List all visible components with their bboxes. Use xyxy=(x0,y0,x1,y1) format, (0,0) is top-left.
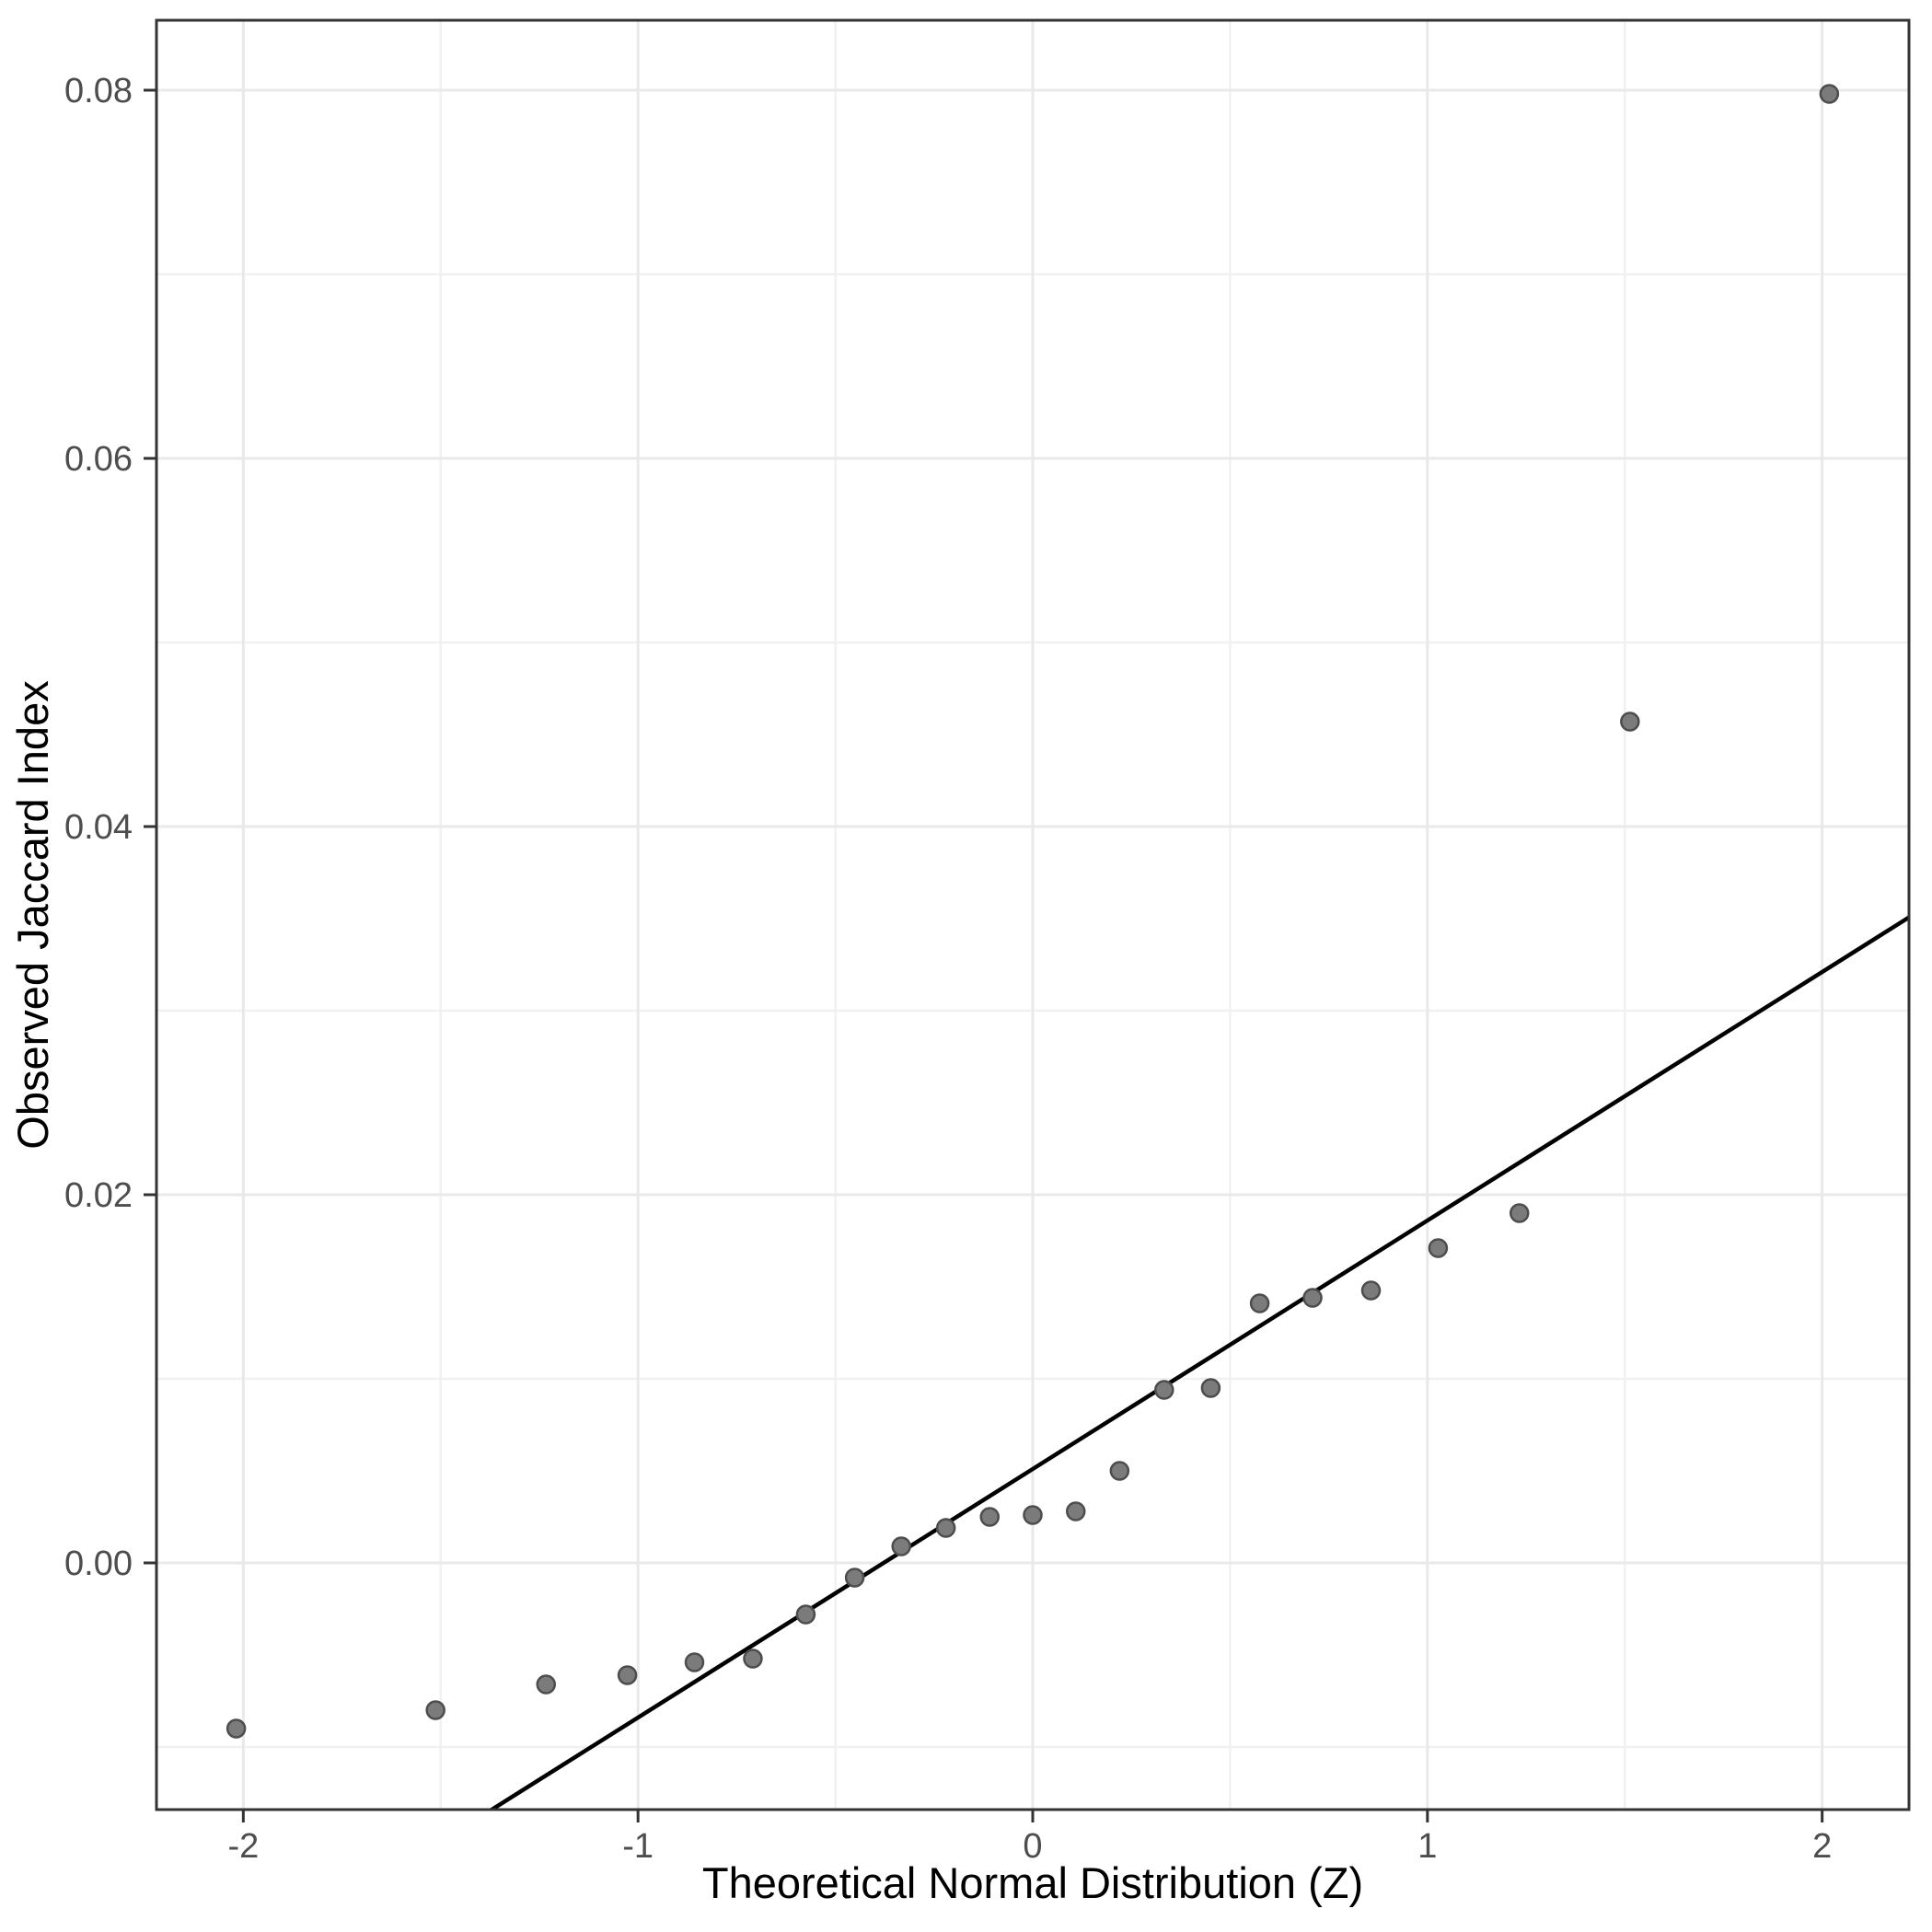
y-axis-tick-label: 0.02 xyxy=(64,1176,133,1215)
data-point xyxy=(1620,711,1640,732)
y-axis-tick-label: 0.00 xyxy=(64,1544,133,1583)
x-axis-tick-label: 0 xyxy=(1023,1827,1042,1866)
x-axis-tick-label: 1 xyxy=(1417,1827,1437,1866)
y-axis-tick-label: 0.08 xyxy=(64,72,133,110)
data-point xyxy=(226,1718,247,1739)
data-point xyxy=(684,1652,705,1672)
data-point xyxy=(1302,1288,1323,1308)
y-axis-tick-label: 0.04 xyxy=(64,808,133,847)
data-point xyxy=(979,1507,1001,1527)
data-point xyxy=(536,1674,557,1695)
data-points-layer xyxy=(226,84,1840,1739)
reference-line-layer xyxy=(488,915,1909,1810)
x-axis-tick-label: -1 xyxy=(622,1827,654,1866)
data-point xyxy=(1065,1501,1086,1521)
data-point xyxy=(617,1665,638,1685)
data-point xyxy=(1154,1380,1174,1400)
data-point xyxy=(425,1700,445,1720)
x-axis-title: Theoretical Normal Distribution (Z) xyxy=(702,1858,1363,1907)
axis-tick-labels: -2 -1 0 1 2 0.00 0.02 0.04 0.06 0.08 xyxy=(64,72,1832,1866)
data-point xyxy=(795,1604,816,1625)
data-point xyxy=(1200,1378,1221,1398)
data-point xyxy=(1428,1238,1449,1258)
data-point xyxy=(891,1536,911,1556)
data-point xyxy=(844,1568,865,1588)
data-point xyxy=(743,1649,763,1669)
qq-reference-line xyxy=(488,915,1909,1810)
data-point xyxy=(935,1518,956,1538)
data-point xyxy=(1360,1280,1382,1301)
x-axis-tick-label: 2 xyxy=(1812,1827,1832,1866)
grid-major xyxy=(156,20,1909,1810)
data-point xyxy=(1109,1461,1130,1481)
data-point xyxy=(1249,1293,1270,1313)
y-axis-title: Observed Jaccard Index xyxy=(8,680,57,1149)
data-point xyxy=(1509,1203,1530,1223)
axis-ticks xyxy=(144,88,1824,1822)
x-axis-tick-label: -2 xyxy=(227,1827,259,1866)
data-point xyxy=(1023,1505,1043,1525)
y-axis-tick-label: 0.06 xyxy=(64,440,133,479)
data-point xyxy=(1819,84,1840,104)
